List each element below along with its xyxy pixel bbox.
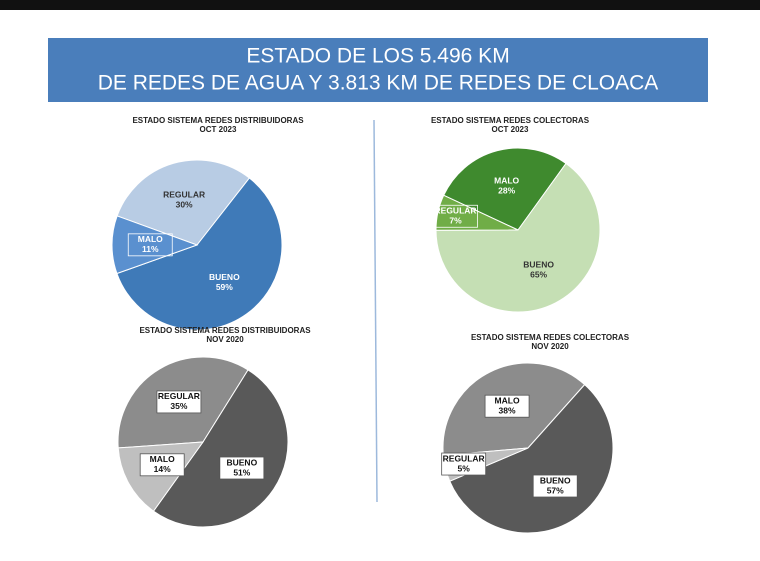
slice-label: MALO: [150, 454, 175, 464]
slice-label: BUENO: [209, 272, 240, 282]
title-banner: [48, 38, 708, 102]
slice-value: 7%: [449, 216, 462, 226]
slice-value: 5%: [458, 463, 471, 473]
slice-value: 28%: [498, 186, 515, 196]
chart-title: ESTADO SISTEMA REDES COLECTORAS: [431, 116, 590, 125]
label-box: [441, 452, 487, 476]
label-box: [532, 474, 578, 498]
chart-subtitle: OCT 2023: [200, 125, 237, 134]
slice-value: 59%: [216, 282, 233, 292]
slice-label: BUENO: [226, 457, 257, 467]
pie-slice: [111, 215, 199, 275]
label-box: [219, 456, 265, 480]
chart-title: ESTADO SISTEMA REDES DISTRIBUIDORAS: [139, 326, 311, 335]
banner-line: ESTADO DE LOS 5.496 KM: [246, 45, 509, 68]
slice-label: REGULAR: [443, 453, 485, 463]
label-box: [127, 233, 173, 257]
slice-value: 11%: [142, 244, 159, 254]
slice-label: BUENO: [540, 475, 571, 485]
slice-label: MALO: [494, 176, 519, 186]
slice-label: MALO: [495, 395, 520, 405]
pie-slice: [116, 177, 283, 331]
label-box: [433, 204, 478, 228]
slice-value: 14%: [154, 464, 171, 474]
label-box: [484, 394, 530, 418]
slice-label: MALO: [138, 234, 163, 244]
pie-slice: [152, 369, 289, 528]
slice-value: 57%: [547, 485, 564, 495]
slice-value: 30%: [176, 199, 193, 209]
chart-subtitle: OCT 2023: [492, 125, 529, 134]
pie-slice: [435, 194, 519, 231]
slice-value: 38%: [499, 405, 516, 415]
slice-label: BUENO: [523, 259, 554, 269]
slice-label: REGULAR: [435, 206, 477, 216]
pie-slice: [435, 162, 601, 313]
label-box: [139, 453, 185, 477]
slice-label: REGULAR: [158, 391, 200, 401]
chart-subtitle: NOV 2020: [531, 342, 569, 351]
slice-value: 51%: [233, 467, 250, 477]
chart-subtitle: NOV 2020: [206, 335, 244, 344]
slice-value: 35%: [170, 401, 187, 411]
chart-title: ESTADO SISTEMA REDES COLECTORAS: [471, 333, 630, 342]
slice-label: REGULAR: [163, 189, 205, 199]
label-box: [156, 390, 202, 414]
banner-line: DE REDES DE AGUA Y 3.813 KM DE REDES DE …: [98, 72, 659, 95]
pie-slice: [116, 159, 251, 246]
top-bar: [0, 0, 760, 10]
chart-title: ESTADO SISTEMA REDES DISTRIBUIDORAS: [132, 116, 304, 125]
divider: [373, 119, 378, 503]
slice-value: 65%: [530, 269, 547, 279]
